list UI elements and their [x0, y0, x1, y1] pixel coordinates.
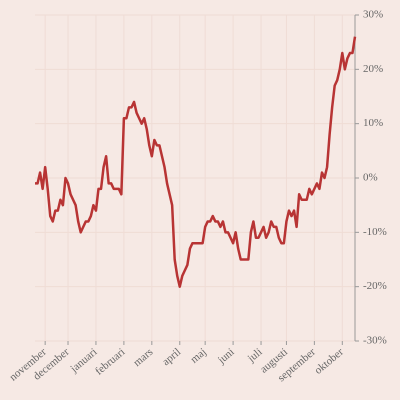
y-tick-label: 0%: [363, 172, 378, 184]
y-tick-label: -10%: [363, 226, 387, 238]
line: [35, 36, 357, 288]
y-tick-label: 10%: [363, 117, 383, 129]
y-tick-label: -30%: [363, 335, 387, 347]
y-tick-label: -20%: [363, 280, 387, 292]
y-tick-label: 30%: [363, 9, 383, 21]
y-tick-label: 20%: [363, 63, 383, 75]
